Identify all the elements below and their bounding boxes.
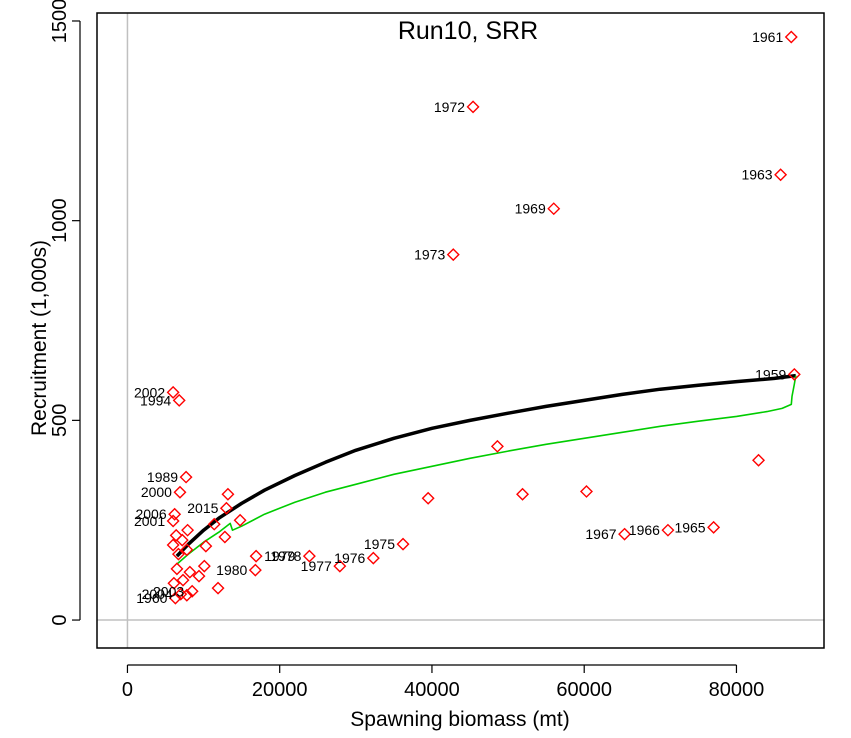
observation-point [249,549,263,563]
observation-point [366,551,380,565]
observation-point [787,367,801,381]
observation-label: 1975 [364,536,395,552]
observation-point [170,562,184,576]
observation-label: 2003 [153,583,184,599]
observation-point [168,591,182,605]
observation-label: 2000 [141,484,172,500]
observation-label: 1977 [301,558,332,574]
observation-label: 1969 [515,201,546,217]
observation-point [233,513,247,527]
observation-point [618,527,632,541]
fitted-curves [175,373,797,565]
observation-label: 1979 [264,548,295,564]
plot-frame [96,12,825,649]
observation-label: 1994 [140,392,171,408]
observation-label: 1978 [270,548,301,564]
observation-point [547,202,561,216]
observation-point [167,576,181,590]
observation-label: 1972 [434,99,465,115]
observation-point [183,565,197,579]
observation-point [180,588,194,602]
observation-point [179,470,193,484]
observation-label: 1961 [752,29,783,45]
observation-point [248,563,262,577]
y-tick-label: 1000 [49,198,71,243]
observation-point [579,484,593,498]
observation-label: 2006 [135,506,166,522]
x-tick-label: 60000 [556,679,612,701]
x-tick-label: 80000 [709,679,765,701]
x-axis-title: Spawning biomass (mt) [350,708,569,731]
x-axis: 0 20000 40000 60000 80000 [122,664,765,701]
observation-point [661,523,675,537]
observation-points [166,30,801,605]
observation-point [176,573,190,587]
observation-point [211,581,225,595]
observation-point [175,533,189,547]
y-tick-label: 1500 [49,0,71,43]
observation-label: 1959 [755,366,786,382]
x-tick-label: 20000 [252,679,308,701]
observation-point [707,520,721,534]
observation-point [166,538,180,552]
y-axis: 0 500 1000 1500 [49,0,81,626]
observation-point [166,514,180,528]
observation-label: 2004 [142,586,173,602]
observation-point [516,487,530,501]
observation-point [207,517,221,531]
observation-point [221,487,235,501]
observation-label: 1989 [147,469,178,485]
observation-point [446,248,460,262]
observation-point [180,543,194,557]
chart-title: Run10, SRR [398,17,538,45]
observation-point [173,485,187,499]
observation-label: 1980 [216,562,247,578]
observation-label: 1966 [629,522,660,538]
observation-point [752,453,766,467]
observation-point [333,559,347,573]
observation-label: 2015 [187,500,218,516]
observation-point [302,549,316,563]
observation-label: 1967 [585,526,616,542]
y-tick-label: 0 [49,614,71,625]
observation-point [421,491,435,505]
observation-label: 1963 [741,167,772,183]
srr-curve-2 [176,375,797,565]
observation-point [168,507,182,521]
observation-point [181,523,195,537]
reference-lines [97,13,824,648]
observation-point [199,539,213,553]
observation-point [490,439,504,453]
observation-point [396,537,410,551]
observation-point [219,501,233,515]
observation-point [784,30,798,44]
observation-point [197,559,211,573]
observation-label: 1965 [674,519,705,535]
y-tick-label: 500 [49,404,71,437]
x-tick-label: 0 [122,679,133,701]
observation-point [172,393,186,407]
x-tick-label: 40000 [404,679,460,701]
observation-point [185,584,199,598]
observation-point [774,168,788,182]
observation-label: 1960 [136,590,167,606]
observation-point [171,547,185,561]
observation-label: 1976 [334,550,365,566]
observation-point [169,528,183,542]
observation-label: 2001 [134,513,165,529]
observation-label: 1973 [414,247,445,263]
observation-point [218,530,232,544]
observation-point [466,100,480,114]
observation-point [192,569,206,583]
y-axis-title: Recruitment (1,000s) [28,240,51,436]
observation-point [166,385,180,399]
observation-label: 2002 [134,384,165,400]
